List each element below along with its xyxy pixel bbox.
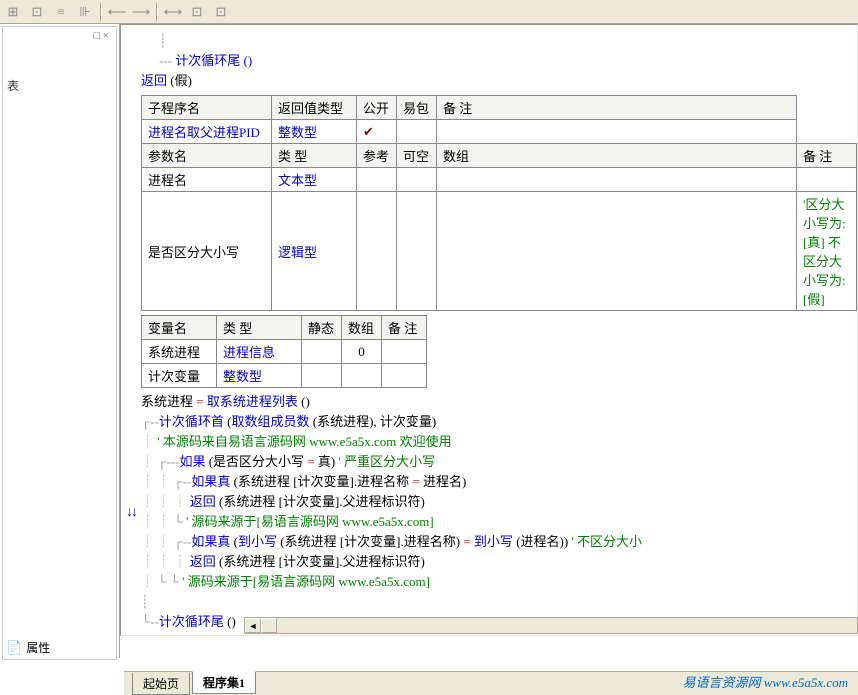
cell-subname: 进程名取父进程PID	[142, 120, 272, 144]
left-panel-text: 表	[3, 27, 116, 144]
col-header: 参数名	[142, 144, 272, 168]
cell-remark: '区分大小写为:[真] 不区分大小写为:[假]	[797, 192, 857, 311]
code-line: 系统进程 = 取系统进程列表 ()	[131, 392, 857, 412]
toolbar-separator	[156, 3, 158, 21]
variable-table: 变量名 类 型 静态 数组 备 注 系统进程 进程信息 0 计次变量 整数型	[141, 315, 427, 388]
toolbar-separator	[100, 3, 102, 21]
col-header: 备 注	[797, 144, 857, 168]
toolbar: ⊞ ⊡ ≡ ⊪ ⟵ ⟶ ⟷ ⊡ ⊡	[0, 0, 858, 24]
cell	[437, 168, 797, 192]
cell	[302, 340, 342, 364]
code-line: ┊ ' 本源码来自易语言源码网 www.e5a5x.com 欢迎使用	[131, 432, 857, 452]
cell	[797, 168, 857, 192]
table-header-row: 子程序名 返回值类型 公开 易包 备 注	[142, 96, 857, 120]
left-panel: □ × 表 📄 属性	[0, 24, 120, 658]
cell-varname: 系统进程	[142, 340, 217, 364]
table-row[interactable]: 计次变量 整数型	[142, 364, 427, 388]
code-line: ┊	[131, 592, 857, 612]
col-header: 备 注	[437, 96, 797, 120]
cell	[357, 168, 397, 192]
cell	[437, 192, 797, 311]
table-row[interactable]: 进程名 文本型	[142, 168, 857, 192]
table-row[interactable]: 是否区分大小写 逻辑型 '区分大小写为:[真] 不区分大小写为:[假]	[142, 192, 857, 311]
cell-array: 0	[342, 340, 382, 364]
cell	[382, 364, 427, 388]
code-line: ┊	[131, 31, 857, 51]
code-line: ┊ ┊ ┌--如果真 (到小写 (系统进程 [计次变量].进程名称) = 到小写…	[131, 532, 857, 552]
cell	[302, 364, 342, 388]
col-header: 变量名	[142, 316, 217, 340]
cell-remark	[437, 120, 797, 144]
cell	[397, 192, 437, 311]
tab-startpage[interactable]: 起始页	[132, 673, 190, 695]
code-line: ┊ ┊ ┊ 返回 (系统进程 [计次变量].父进程标识符)	[131, 552, 857, 572]
col-header: 参考	[357, 144, 397, 168]
cell-public: ✔	[357, 120, 397, 144]
col-header: 数组	[437, 144, 797, 168]
cell-vartype: 进程信息	[217, 340, 302, 364]
toolbar-icon-6[interactable]: ⟶	[130, 2, 152, 22]
panel-close-icons[interactable]: □ ×	[93, 30, 109, 42]
cell-yibao	[397, 120, 437, 144]
col-header: 备 注	[382, 316, 427, 340]
code-line: ┊ └ └ ' 源码来源于[易语言源码网 www.e5a5x.com]	[131, 572, 857, 592]
toolbar-icon-2[interactable]: ⊡	[26, 2, 48, 22]
cell	[342, 364, 382, 388]
cell-paramname: 是否区分大小写	[142, 192, 272, 311]
table-header-row: 参数名 类 型 参考 可空 数组 备 注	[142, 144, 857, 168]
code-line: ┊ ┊ ┊ 返回 (系统进程 [计次变量].父进程标识符)	[131, 492, 857, 512]
horizontal-scrollbar[interactable]: ◄	[244, 617, 858, 634]
col-header: 公开	[357, 96, 397, 120]
toolbar-icon-1[interactable]: ⊞	[2, 2, 24, 22]
cell-paramtype: 逻辑型	[272, 192, 357, 311]
main-area: □ × 表 📄 属性 ┊ --- 计次循环尾 () 返回 (假) 子程序名 返回…	[0, 24, 858, 658]
col-header: 数组	[342, 316, 382, 340]
col-header: 类 型	[272, 144, 357, 168]
breakpoint-arrow-icon: ↓↓	[126, 505, 136, 521]
col-header: 静态	[302, 316, 342, 340]
toolbar-icon-4[interactable]: ⊪	[74, 2, 96, 22]
watermark-text: 易语言资源网 www.e5a5x.com	[683, 672, 849, 691]
toolbar-icon-8[interactable]: ⊡	[186, 2, 208, 22]
cell-rettype: 整数型	[272, 120, 357, 144]
code-line: ┊ ┊ └ ' 源码来源于[易语言源码网 www.e5a5x.com]	[131, 512, 857, 532]
toolbar-icon-9[interactable]: ⊡	[210, 2, 232, 22]
table-row[interactable]: 进程名取父进程PID 整数型 ✔	[142, 120, 857, 144]
subroutine-table: 子程序名 返回值类型 公开 易包 备 注 进程名取父进程PID 整数型 ✔ 参数…	[141, 95, 857, 311]
cell	[357, 192, 397, 311]
toolbar-icon-3[interactable]: ≡	[50, 2, 72, 22]
code-line: 返回 (假)	[131, 71, 857, 91]
properties-tab[interactable]: 📄 属性	[6, 639, 50, 656]
table-header-row: 变量名 类 型 静态 数组 备 注	[142, 316, 427, 340]
code-line: --- 计次循环尾 ()	[131, 51, 857, 71]
scroll-thumb[interactable]	[261, 618, 277, 633]
cell	[382, 340, 427, 364]
toolbar-icon-5[interactable]: ⟵	[106, 2, 128, 22]
col-header: 可空	[397, 144, 437, 168]
tab-programset1[interactable]: 程序集1	[192, 671, 256, 694]
document-icon: 📄	[6, 640, 22, 656]
col-header: 易包	[397, 96, 437, 120]
code-line: ┊ ┌---如果 (是否区分大小写 = 真) ' 严重区分大小写	[131, 452, 857, 472]
editor-content: ┊ --- 计次循环尾 () 返回 (假) 子程序名 返回值类型 公开 易包 备…	[120, 24, 858, 636]
code-line: ┌--计次循环首 (取数组成员数 (系统进程), 计次变量)	[131, 412, 857, 432]
left-panel-inner: 表	[2, 26, 117, 660]
cell-paramtype: 文本型	[272, 168, 357, 192]
toolbar-icon-7[interactable]: ⟷	[162, 2, 184, 22]
table-row[interactable]: 系统进程 进程信息 0	[142, 340, 427, 364]
code-line: ┊ ┊ ┌--如果真 (系统进程 [计次变量].进程名称 = 进程名)	[131, 472, 857, 492]
cell	[397, 168, 437, 192]
cell-varname: 计次变量	[142, 364, 217, 388]
cell-paramname: 进程名	[142, 168, 272, 192]
col-header: 子程序名	[142, 96, 272, 120]
col-header: 返回值类型	[272, 96, 357, 120]
code-editor[interactable]: ┊ --- 计次循环尾 () 返回 (假) 子程序名 返回值类型 公开 易包 备…	[120, 24, 858, 658]
cell-vartype: 整数型	[217, 364, 302, 388]
scroll-left-arrow[interactable]: ◄	[245, 618, 261, 633]
col-header: 类 型	[217, 316, 302, 340]
properties-label: 属性	[26, 639, 50, 656]
